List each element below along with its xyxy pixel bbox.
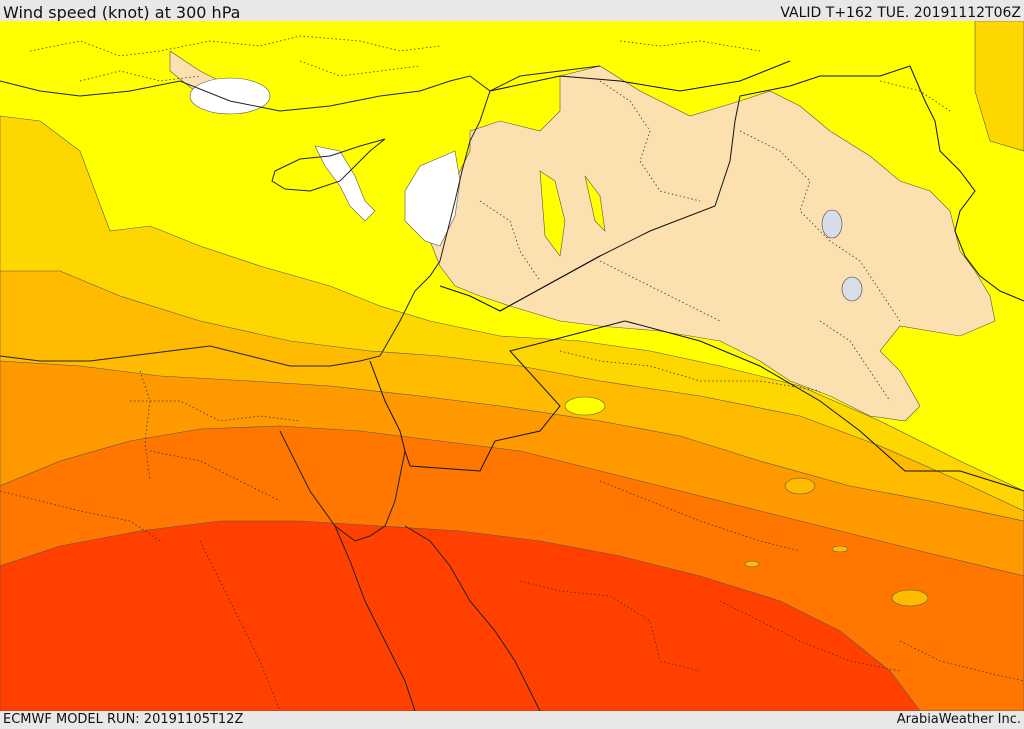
border-syria-jordan [439, 255, 601, 312]
wind-speed-map[interactable] [0, 21, 1024, 711]
patch-3 [891, 589, 929, 607]
map-title: Wind speed (knot) at 300 hPa [3, 3, 241, 22]
admin-borders [0, 35, 1024, 711]
map-footer: ECMWF MODEL RUN: 20191105T12Z ArabiaWeat… [0, 711, 1024, 729]
band-red [0, 520, 921, 711]
patch-1 [564, 396, 606, 416]
calm-patch-cyprus [314, 145, 376, 222]
patch-5 [744, 560, 760, 568]
coastline-turkey [0, 75, 491, 112]
coastline [0, 65, 601, 367]
model-run: ECMWF MODEL RUN: 20191105T12Z [3, 712, 244, 727]
cyprus [271, 138, 386, 192]
patch-2 [784, 477, 816, 495]
border-iraq-saudi [624, 320, 1024, 492]
border-syria-iraq [499, 65, 911, 312]
border-jordan-saudi [409, 320, 626, 472]
red-sea-coast-east [404, 525, 541, 711]
credit: ArabiaWeather Inc. [896, 712, 1021, 727]
patch-4 [831, 545, 849, 553]
red-sea-coast [334, 525, 416, 711]
light-finger-1 [539, 170, 566, 257]
band-gold-ne [974, 21, 1024, 152]
light-finger-2 [584, 175, 606, 232]
border-turkey-syria [489, 60, 791, 92]
map-header: Wind speed (knot) at 300 hPa VALID T+162… [0, 0, 1024, 22]
valid-time: VALID T+162 TUE. 20191112T06Z [780, 5, 1021, 21]
calm-patch-turkey [189, 77, 271, 115]
gulf-suez [279, 430, 406, 542]
calm-patch-levant [404, 150, 461, 247]
lake-1 [821, 209, 843, 239]
border-iran-iraq [909, 65, 1024, 302]
border-egypt-israel [369, 360, 411, 467]
lake-2 [841, 276, 863, 302]
